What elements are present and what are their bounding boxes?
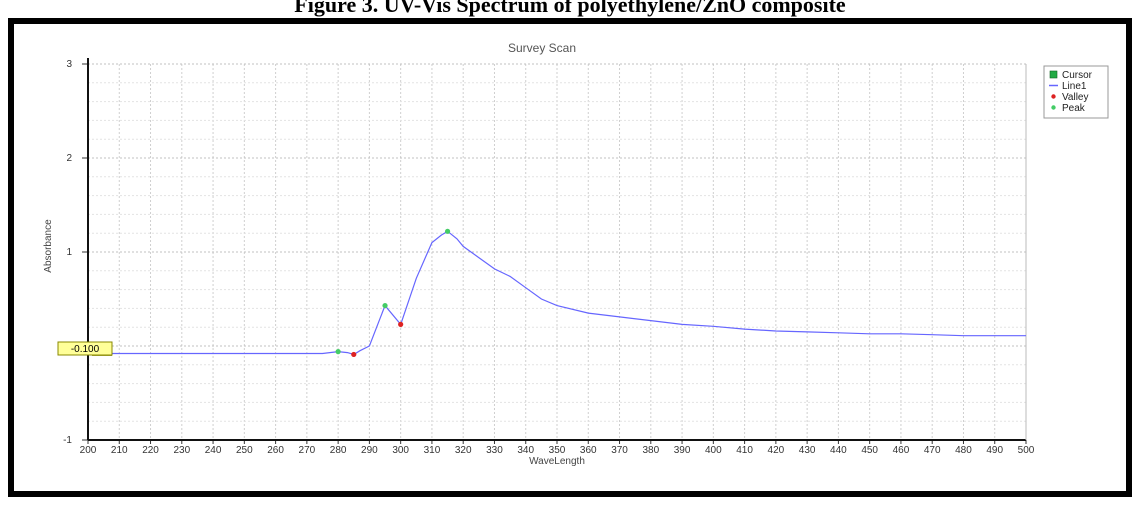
cursor-readout[interactable]: -0.100 xyxy=(57,341,113,356)
x-tick-label-230: 230 xyxy=(173,445,190,456)
x-tick-label-330: 330 xyxy=(486,445,503,456)
x-tick-label-390: 390 xyxy=(674,445,691,456)
x-tick-label-420: 420 xyxy=(768,445,785,456)
grid-lines xyxy=(88,63,1027,440)
x-tick-label-500: 500 xyxy=(1018,445,1035,456)
x-tick-label-350: 350 xyxy=(549,445,566,456)
x-tick-label-320: 320 xyxy=(455,445,472,456)
axes xyxy=(82,58,1027,444)
x-tick-label-300: 300 xyxy=(392,445,409,456)
peak-marker-0 xyxy=(444,228,451,234)
x-tick-label-370: 370 xyxy=(611,445,628,456)
x-tick-label-470: 470 xyxy=(924,445,941,456)
x-axis-title: WaveLength xyxy=(529,456,585,467)
x-tick-label-460: 460 xyxy=(893,445,910,456)
valley-marker-0 xyxy=(398,321,404,327)
x-tick-label-260: 260 xyxy=(267,445,284,456)
legend-swatch-peak xyxy=(1051,105,1056,110)
x-tick-label-480: 480 xyxy=(955,445,972,456)
x-tick-label-200: 200 xyxy=(80,445,97,456)
y-tick-label--1: -1 xyxy=(63,435,72,446)
figure-heading: Figure 3. UV-Vis Spectrum of polyethylen… xyxy=(294,0,846,17)
valley-marker-1 xyxy=(351,351,357,358)
chart-window: Survey Scan 200 210 220 230 240 250 260 270 280 2… xyxy=(8,18,1132,497)
x-tick-label-290: 290 xyxy=(361,445,378,456)
y-tick-label-2: 2 xyxy=(66,153,72,164)
x-tick-label-400: 400 xyxy=(705,445,722,456)
x-tick-label-340: 340 xyxy=(517,445,534,456)
x-tick-label-210: 210 xyxy=(111,445,128,456)
legend-label-line1: Line1 xyxy=(1062,81,1087,92)
legend-label-peak: Peak xyxy=(1062,103,1086,114)
peak-marker-2 xyxy=(335,349,341,355)
y-tick-label-3: 3 xyxy=(66,59,72,70)
x-tick-label-360: 360 xyxy=(580,445,597,456)
x-tick-label-450: 450 xyxy=(861,445,878,456)
tick-labels: 200 210 220 230 240 250 260 270 280 290 300 310 320 3… xyxy=(63,59,1035,456)
cursor-readout-value: -0.100 xyxy=(71,344,100,355)
legend-swatch-valley xyxy=(1051,94,1056,99)
legend-label-cursor: Cursor xyxy=(1062,70,1093,81)
chart-title: Survey Scan xyxy=(508,41,576,55)
series-layer xyxy=(88,230,1026,356)
x-tick-label-240: 240 xyxy=(205,445,222,456)
survey-scan-chart: Survey Scan 200 210 220 230 240 250 260 270 280 2… xyxy=(14,24,1126,491)
x-tick-label-490: 490 xyxy=(986,445,1003,456)
series-line-line1 xyxy=(88,230,1026,356)
x-tick-label-440: 440 xyxy=(830,445,847,456)
x-tick-label-280: 280 xyxy=(330,445,347,456)
cursor-readout-box xyxy=(57,341,113,356)
peak-marker-1 xyxy=(382,302,388,309)
y-axis-title: Absorbance xyxy=(43,219,54,273)
legend-swatch-cursor xyxy=(1049,70,1058,79)
x-tick-label-250: 250 xyxy=(236,445,253,456)
x-tick-label-430: 430 xyxy=(799,445,816,456)
x-tick-label-220: 220 xyxy=(142,445,159,456)
x-tick-label-380: 380 xyxy=(642,445,659,456)
y-tick-label-1: 1 xyxy=(66,247,72,258)
x-tick-label-270: 270 xyxy=(299,445,316,456)
legend-label-valley: Valley xyxy=(1062,92,1089,103)
x-tick-label-410: 410 xyxy=(736,445,753,456)
x-tick-label-310: 310 xyxy=(424,445,441,456)
